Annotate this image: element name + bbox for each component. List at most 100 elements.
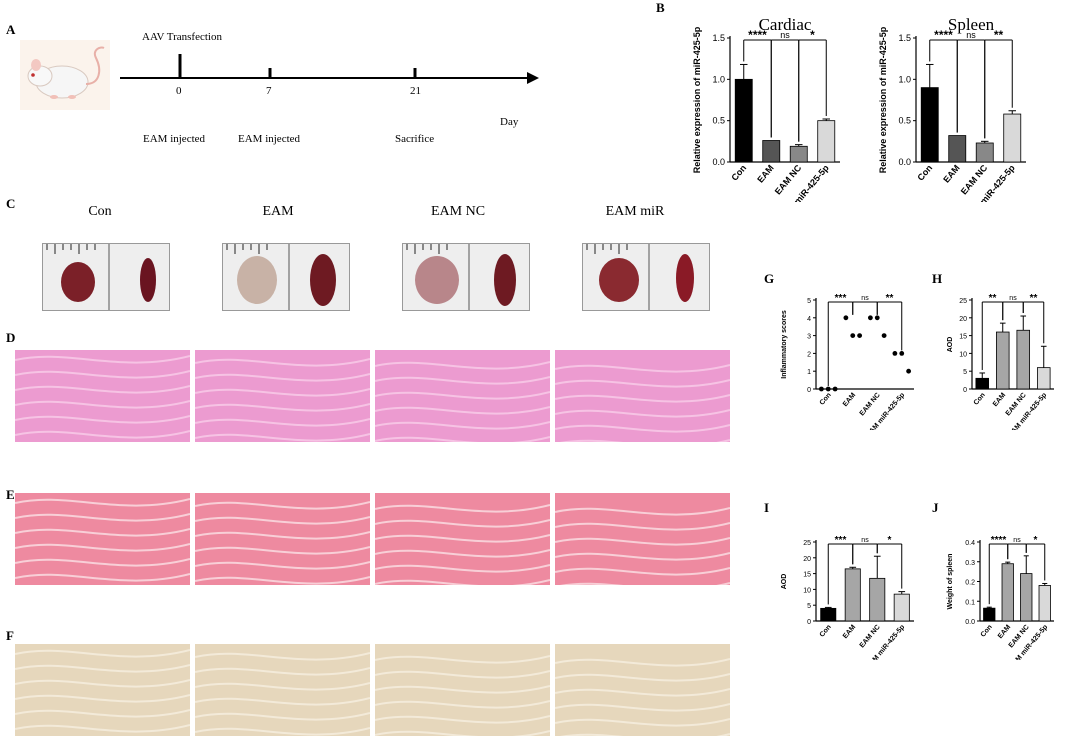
histology-tile-e-2 [195, 493, 370, 585]
x-tick-label: EAM [992, 392, 1007, 409]
y-tick-label: 0 [807, 619, 811, 626]
timeline-event-7: EAM injected [238, 133, 301, 145]
timeline-event-0: EAM injected [143, 133, 206, 145]
panel-letter-b: B [656, 0, 665, 15]
y-axis-label: AOD [781, 574, 788, 590]
y-tick-label: 10 [803, 587, 811, 594]
chart-title: Spleen [948, 15, 995, 34]
bar-1 [1001, 563, 1014, 622]
point-0-2 [832, 386, 838, 392]
condition-label-con: Con [88, 204, 112, 219]
sig-label: ** [1030, 293, 1038, 304]
histology-tile-d-4 [555, 350, 730, 442]
y-tick-label: 0.3 [965, 560, 975, 567]
y-tick-label: 5 [807, 603, 811, 610]
panel-letter-i: I [764, 500, 770, 515]
y-tick-label: 0.4 [965, 540, 975, 547]
bar-3 [817, 120, 836, 163]
y-tick-label: 20 [803, 556, 811, 563]
y-tick-label: 4 [807, 316, 811, 323]
bar-2 [789, 145, 808, 163]
timeline-tick-label-0: 0 [176, 85, 182, 97]
y-tick-label: 2 [807, 351, 811, 358]
sig-label: **** [748, 28, 767, 42]
point-2-1 [874, 315, 880, 321]
histology-tile-d-3 [375, 350, 550, 442]
bar-1 [948, 135, 967, 163]
y-tick-label: 0.5 [898, 116, 911, 126]
bar-0 [820, 607, 837, 622]
sig-label: * [888, 535, 892, 546]
bar-3 [1038, 585, 1051, 622]
bar-3 [1003, 113, 1022, 163]
y-tick-label: 15 [959, 334, 967, 341]
panel-letter-a: A [6, 22, 16, 37]
y-tick-label: 1 [807, 369, 811, 376]
y-axis-label: Weight of spleen [947, 554, 954, 610]
panel-letter-f: F [6, 628, 14, 643]
x-tick-label: EAM [941, 163, 962, 185]
point-0-1 [825, 386, 831, 392]
histology-tile-f-3 [375, 644, 550, 736]
y-axis-label: Relative expression of miR-425-5p [692, 26, 702, 173]
y-tick-label: 0.0 [712, 157, 725, 167]
sig-label: ** [994, 28, 1004, 42]
y-tick-label: 0.0 [898, 157, 911, 167]
histology-tile-e-1 [15, 493, 190, 585]
bar-0 [734, 78, 753, 163]
panel-letter-h: H [932, 271, 943, 286]
histology-tile-f-1 [15, 644, 190, 736]
point-2-2 [881, 333, 887, 338]
sig-label: * [1034, 535, 1038, 546]
x-tick-label: Con [729, 163, 748, 183]
x-tick-label: EAM NC [859, 392, 882, 418]
mouse-illustration [20, 40, 110, 110]
histology-tile-e-4 [555, 493, 730, 585]
condition-label-eam-mir: EAM miR [605, 204, 665, 219]
sig-label: ns [1013, 537, 1021, 544]
y-tick-label: 25 [803, 540, 811, 547]
sig-label: *** [835, 293, 847, 304]
point-0-0 [818, 386, 824, 392]
bar-0 [920, 87, 939, 163]
panel-letter-c: C [6, 196, 16, 211]
panel-letter-e: E [6, 487, 15, 502]
y-tick-label: 20 [959, 316, 967, 323]
point-3-1 [899, 351, 905, 356]
y-tick-label: 0.1 [965, 599, 975, 606]
point-1-0 [843, 315, 849, 321]
bar-2 [1016, 329, 1031, 390]
organ-photo-eam-nc [402, 243, 530, 311]
sig-label: ns [966, 30, 976, 40]
x-tick-label: Con [819, 624, 833, 639]
bar-2 [1020, 573, 1033, 622]
point-1-1 [850, 333, 856, 338]
x-tick-label: Con [915, 163, 934, 183]
point-3-0 [892, 351, 898, 356]
point-2-0 [867, 315, 873, 321]
y-tick-label: 1.5 [712, 33, 725, 43]
organ-photo-eam [222, 243, 350, 311]
bar-2 [975, 142, 994, 163]
timeline-tick-label-7: 7 [266, 85, 272, 97]
sig-label: ns [861, 295, 869, 302]
y-tick-label: 3 [807, 334, 811, 341]
chart-b-cardiac: Cardiac 0.0 0.5 1.0 1.5 Relative expression o… [692, 15, 840, 202]
sig-label: **** [934, 28, 953, 42]
y-axis-label: Inflammatory scores [781, 310, 788, 379]
y-tick-label: 15 [803, 572, 811, 579]
y-tick-label: 0.5 [712, 116, 725, 126]
y-tick-label: 0.0 [965, 619, 975, 626]
x-tick-label: EAM [842, 392, 857, 409]
bar-2 [869, 577, 886, 622]
sig-label: ns [1009, 295, 1017, 302]
sig-label: ns [780, 30, 790, 40]
histology-tile-e-3 [375, 493, 550, 585]
y-tick-label: 10 [959, 351, 967, 358]
chart-title: Cardiac [759, 15, 812, 34]
y-tick-label: 1.5 [898, 33, 911, 43]
